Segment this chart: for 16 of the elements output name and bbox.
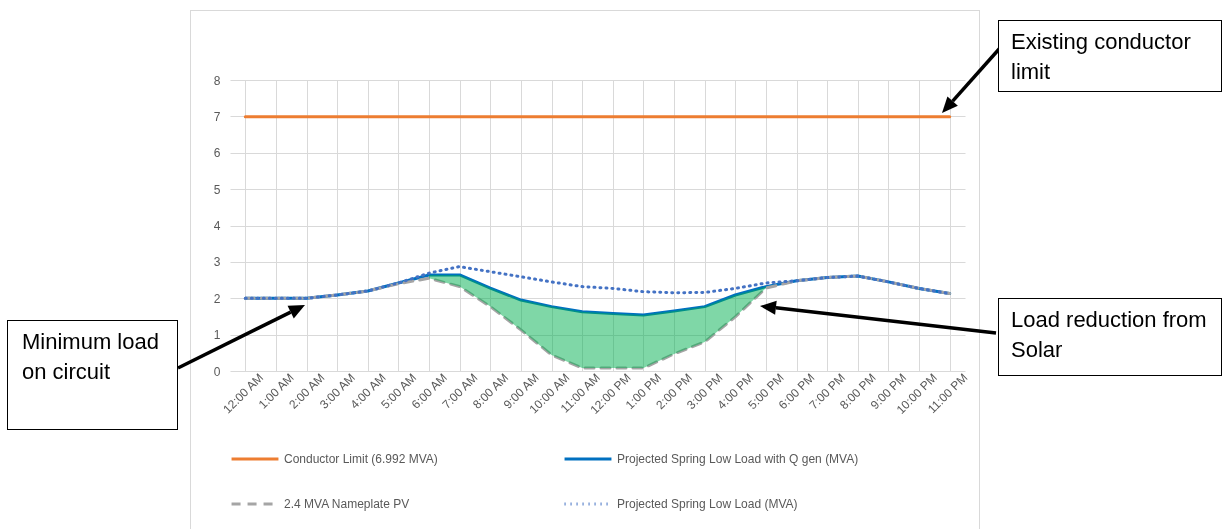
legend-label: Conductor Limit (6.992 MVA)	[284, 452, 438, 466]
y-tick-label: 4	[213, 219, 221, 233]
y-tick-label: 8	[213, 73, 221, 88]
y-tick-label: 7	[213, 109, 221, 124]
y-tick-label: 1	[213, 328, 221, 343]
y-tick-label: 3	[213, 255, 221, 270]
legend-label: Projected Spring Low Load (MVA)	[617, 497, 798, 511]
y-tick-label: 5	[213, 182, 221, 197]
y-tick-label: 2	[213, 291, 221, 306]
legend-label: Projected Spring Low Load with Q gen (MVA)	[617, 452, 859, 466]
y-tick-label: 6	[213, 146, 221, 161]
callout-box: Minimum load on circuit	[7, 320, 178, 430]
y-tick-label: 0	[213, 364, 221, 379]
callout-box: Load reduction from Solar	[998, 298, 1222, 376]
legend-label: 2.4 MVA Nameplate PV	[284, 497, 410, 511]
callout-box: Existing conductor limit	[998, 20, 1222, 92]
